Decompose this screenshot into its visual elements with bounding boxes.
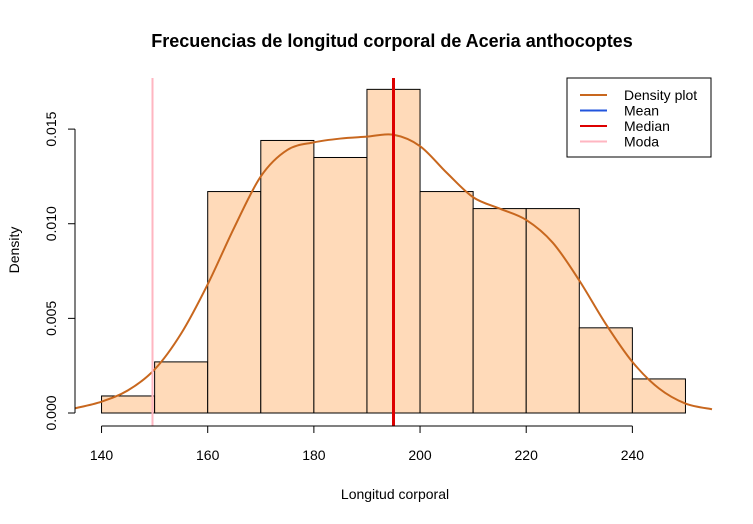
x-tick-label-240: 240	[621, 447, 645, 463]
histogram-bar-160-170	[207, 191, 262, 414]
histogram-bar-170-180	[260, 139, 315, 414]
histogram-bar-220-230	[525, 208, 580, 414]
legend-label-density-plot: Density plot	[624, 87, 697, 103]
y-tick-label-0.005: 0.005	[43, 301, 59, 336]
legend-label-median: Median	[624, 118, 670, 134]
legend-label-moda: Moda	[624, 134, 659, 150]
y-axis-label: Density	[6, 227, 22, 274]
y-tick-label-0.000: 0.000	[43, 395, 59, 430]
histogram-bar-150-160	[154, 361, 209, 414]
y-tick-label-0.015: 0.015	[43, 111, 59, 146]
chart-title: Frecuencias de longitud corporal de Acer…	[151, 31, 632, 51]
x-tick-label-160: 160	[196, 447, 220, 463]
legend-box	[566, 77, 712, 158]
histogram-bar-210-220	[472, 208, 527, 414]
x-tick-label-220: 220	[515, 447, 539, 463]
histogram-bar-230-240	[578, 327, 633, 414]
histogram-bar-200-210	[419, 191, 474, 414]
x-axis: 140 160 180 200 220 240	[90, 425, 645, 463]
y-axis: 0.000 0.005 0.010 0.015	[43, 111, 76, 431]
y-tick-label-0.010: 0.010	[43, 206, 59, 241]
x-axis-label: Longitud corporal	[341, 486, 449, 502]
reference-lines	[151, 78, 395, 426]
x-tick-label-140: 140	[90, 447, 114, 463]
histogram-bar-240-250	[631, 378, 686, 414]
x-tick-label-180: 180	[302, 447, 326, 463]
histogram-bar-180-190	[313, 156, 368, 414]
legend-label-mean: Mean	[624, 103, 659, 119]
x-tick-label-200: 200	[408, 447, 432, 463]
